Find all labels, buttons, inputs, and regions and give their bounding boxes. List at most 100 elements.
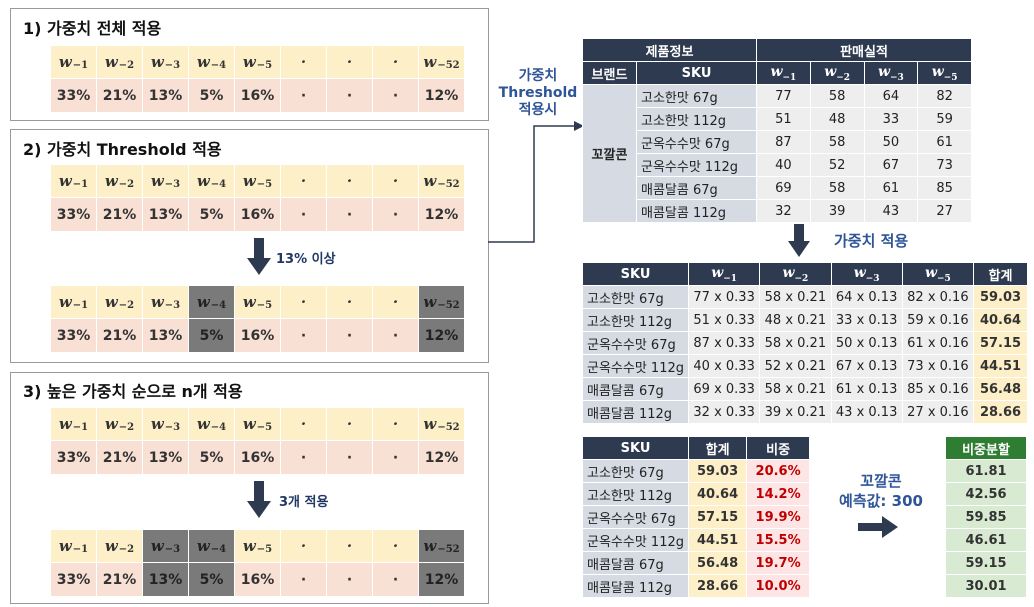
- weight-label-1: w −1: [51, 286, 97, 319]
- sum-cell: 59.03: [973, 285, 1028, 309]
- sales-cell: 51: [756, 107, 811, 131]
- header-w1: w−1: [756, 61, 811, 85]
- share-cell: 19.9%: [746, 505, 810, 529]
- right-arrow-icon: [858, 516, 898, 538]
- table-row: 군옥수수맛 67g 57.15 19.9%: [582, 505, 810, 529]
- table-row: 59.15: [945, 551, 1027, 575]
- section-1-title: 1) 가중치 전체 적용: [23, 19, 162, 38]
- table-row: 고소한맛 112g 40.64 14.2%: [582, 482, 810, 506]
- weight-value-5: 16%: [235, 79, 281, 112]
- weight-label-9: w −52: [419, 408, 465, 441]
- share-cell: 20.6%: [746, 459, 810, 483]
- sales-cell: 50: [863, 130, 919, 154]
- table-row: 61.81: [945, 459, 1027, 483]
- apply-weights-label: 가중치 적용: [834, 232, 909, 250]
- weight-label-9: w −52: [419, 165, 465, 198]
- threshold-side-line-1: 가중치: [518, 68, 558, 84]
- weight-label-4: w −4: [189, 408, 235, 441]
- weight-label-2: w −2: [97, 530, 143, 563]
- ellipsis-dot: ·: [373, 46, 419, 79]
- sales-cell: 82: [917, 84, 972, 108]
- sku-cell: 군옥수수맛 67g: [636, 130, 757, 154]
- weight-value-8: ·: [373, 319, 419, 352]
- sales-cell: 32: [756, 199, 811, 223]
- split-cell: 42.56: [945, 482, 1027, 506]
- header-w2: w−2: [759, 262, 832, 286]
- weighted-cell: 27 x 0.16: [901, 400, 975, 424]
- ellipsis-dot: ·: [373, 408, 419, 441]
- weighted-cell: 48 x 0.21: [759, 308, 832, 332]
- weight-label-3: w −3: [143, 408, 189, 441]
- weights-grid-3b: w −1 w −2 w −3 w −4 w −5 · · · w −52 33% 21% 13% 5% 16% · · · 1…: [51, 530, 465, 596]
- sales-cell: 58: [809, 84, 865, 108]
- weighted-cell: 61 x 0.16: [901, 331, 975, 355]
- weight-value-6: ·: [281, 563, 327, 596]
- down-arrow-icon: [247, 481, 271, 518]
- sales-cell: 59: [917, 107, 972, 131]
- group-header-product: 제품정보: [582, 38, 757, 62]
- sum-cell: 57.15: [973, 331, 1028, 355]
- connector-arrow: [488, 121, 584, 243]
- weights-grid-2a: w −1 w −2 w −3 w −4 w −5 · · · w −52 33% 21% 13% 5% 16% · · · 1…: [51, 165, 465, 231]
- weighted-cell: 73 x 0.16: [901, 354, 975, 378]
- ellipsis-dot: ·: [373, 165, 419, 198]
- sum-cell: 40.64: [687, 482, 748, 506]
- down-arrow-icon: [247, 238, 271, 275]
- weight-value-3: 13%: [143, 198, 189, 231]
- sales-cell: 58: [809, 176, 865, 200]
- sku-cell: 매콤달콤 67g: [582, 551, 689, 575]
- table-row: 고소한맛 112g 51 x 0.33 48 x 0.21 33 x 0.13 59 x…: [582, 308, 1028, 332]
- weight-value-9: 12%: [419, 198, 465, 231]
- ellipsis-dot: ·: [327, 46, 373, 79]
- table-row: 매콤달콤 67g 56.48 19.7%: [582, 551, 810, 575]
- weight-value-3: 13%: [143, 441, 189, 474]
- weights-grid-3a: w −1 w −2 w −3 w −4 w −5 · · · w −52 33% 21% 13% 5% 16% · · · 1…: [51, 408, 465, 474]
- weight-value-1: 33%: [51, 441, 97, 474]
- ellipsis-dot: ·: [281, 46, 327, 79]
- header-sum: 합계: [973, 262, 1028, 286]
- weight-value-3: 13%: [143, 319, 189, 352]
- table-row: 군옥수수맛 112g 40 x 0.33 52 x 0.21 67 x 0.13 73 …: [582, 354, 1028, 378]
- sales-cell: 27: [917, 199, 972, 223]
- weight-label-1: w −1: [51, 530, 97, 563]
- section-2-title: 2) 가중치 Threshold 적용: [23, 140, 222, 159]
- header-w3: w−3: [830, 262, 903, 286]
- weight-value-8: ·: [373, 563, 419, 596]
- table-row: 46.61: [945, 528, 1027, 552]
- weighted-cell: 33 x 0.13: [830, 308, 903, 332]
- threshold-note: 13% 이상: [276, 252, 336, 267]
- weight-value-9: 12%: [419, 79, 465, 112]
- header-w2: w−2: [809, 61, 865, 85]
- weight-value-4: 5%: [189, 198, 235, 231]
- table-row: 매콤달콤 67g 69 x 0.33 58 x 0.21 61 x 0.13 85 x …: [582, 377, 1028, 401]
- sku-cell: 매콤달콤 112g: [636, 199, 757, 223]
- ellipsis-dot: ·: [327, 165, 373, 198]
- weight-label-5: w −5: [235, 530, 281, 563]
- sum-cell: 40.64: [973, 308, 1028, 332]
- share-cell: 15.5%: [746, 528, 810, 552]
- sku-cell: 매콤달콤 67g: [582, 377, 689, 401]
- weight-label-2: w −2: [97, 408, 143, 441]
- header-sku: SKU: [636, 61, 757, 85]
- header-sum: 합계: [687, 436, 748, 460]
- header-w5: w−5: [901, 262, 975, 286]
- share-table: SKU 합계 비중 고소한맛 67g 59.03 20.6% 고소한맛 112g 40.…: [582, 436, 810, 598]
- table-row: 매콤달콤 112g 32 x 0.33 39 x 0.21 43 x 0.13 27 x…: [582, 400, 1028, 424]
- sales-cell: 67: [863, 153, 919, 177]
- split-cell: 61.81: [945, 459, 1027, 483]
- sku-cell: 고소한맛 67g: [582, 285, 689, 309]
- weight-label-5: w −5: [235, 286, 281, 319]
- weight-label-3: w −3: [143, 165, 189, 198]
- sku-cell: 군옥수수맛 67g: [582, 331, 689, 355]
- weight-label-4: w −4: [189, 286, 235, 319]
- sales-cell: 77: [756, 84, 811, 108]
- weight-label-3: w −3: [143, 46, 189, 79]
- sales-cell: 39: [809, 199, 865, 223]
- sku-cell: 매콤달콤 112g: [582, 574, 689, 598]
- sum-cell: 28.66: [973, 400, 1028, 424]
- weighted-cell: 61 x 0.13: [830, 377, 903, 401]
- sales-cell: 61: [863, 176, 919, 200]
- split-cell: 46.61: [945, 528, 1027, 552]
- sku-cell: 군옥수수맛 112g: [636, 153, 757, 177]
- weighted-cell: 52 x 0.21: [759, 354, 832, 378]
